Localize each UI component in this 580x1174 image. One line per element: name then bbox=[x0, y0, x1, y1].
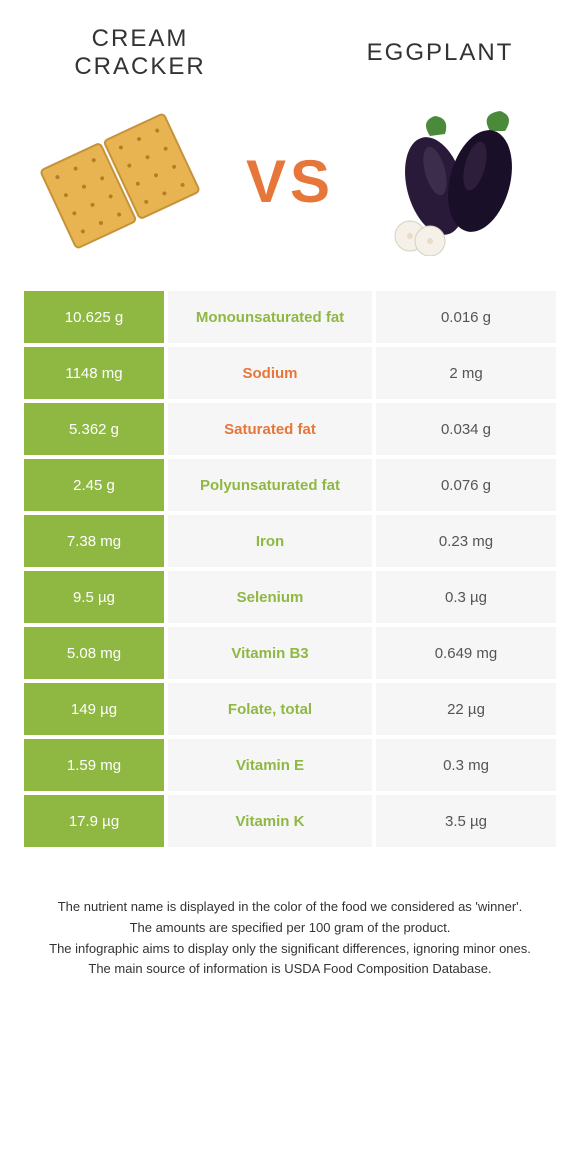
nutrient-name: Monounsaturated fat bbox=[168, 291, 372, 343]
footer-line: The nutrient name is displayed in the co… bbox=[30, 897, 550, 918]
table-row: 7.38 mgIron0.23 mg bbox=[24, 515, 556, 567]
food1-value: 149 µg bbox=[24, 683, 164, 735]
table-row: 10.625 gMonounsaturated fat0.016 g bbox=[24, 291, 556, 343]
food2-value: 0.23 mg bbox=[376, 515, 556, 567]
food2-value: 0.016 g bbox=[376, 291, 556, 343]
food1-value: 5.362 g bbox=[24, 403, 164, 455]
vs-row: VS bbox=[0, 91, 580, 291]
food1-value: 1.59 mg bbox=[24, 739, 164, 791]
food1-value: 2.45 g bbox=[24, 459, 164, 511]
food1-value: 5.08 mg bbox=[24, 627, 164, 679]
nutrient-name: Folate, total bbox=[168, 683, 372, 735]
table-row: 2.45 gPolyunsaturated fat0.076 g bbox=[24, 459, 556, 511]
food2-value: 0.3 mg bbox=[376, 739, 556, 791]
nutrient-name: Saturated fat bbox=[168, 403, 372, 455]
food1-title: CREAM CRACKER bbox=[40, 25, 240, 81]
food2-value: 0.034 g bbox=[376, 403, 556, 455]
table-row: 17.9 µgVitamin K3.5 µg bbox=[24, 795, 556, 847]
nutrient-name: Polyunsaturated fat bbox=[168, 459, 372, 511]
nutrient-name: Sodium bbox=[168, 347, 372, 399]
nutrient-name: Iron bbox=[168, 515, 372, 567]
nutrient-name: Vitamin K bbox=[168, 795, 372, 847]
food2-value: 3.5 µg bbox=[376, 795, 556, 847]
table-row: 5.362 gSaturated fat0.034 g bbox=[24, 403, 556, 455]
footer-line: The main source of information is USDA F… bbox=[30, 959, 550, 980]
food1-value: 1148 mg bbox=[24, 347, 164, 399]
footer-line: The infographic aims to display only the… bbox=[30, 939, 550, 960]
food1-value: 7.38 mg bbox=[24, 515, 164, 567]
footer-line: The amounts are specified per 100 gram o… bbox=[30, 918, 550, 939]
table-row: 5.08 mgVitamin B30.649 mg bbox=[24, 627, 556, 679]
comparison-table: 10.625 gMonounsaturated fat0.016 g1148 m… bbox=[24, 291, 556, 847]
table-row: 1.59 mgVitamin E0.3 mg bbox=[24, 739, 556, 791]
vs-label: VS bbox=[246, 147, 334, 216]
food1-value: 9.5 µg bbox=[24, 571, 164, 623]
table-row: 9.5 µgSelenium0.3 µg bbox=[24, 571, 556, 623]
footer-notes: The nutrient name is displayed in the co… bbox=[30, 897, 550, 980]
nutrient-name: Vitamin B3 bbox=[168, 627, 372, 679]
table-row: 149 µgFolate, total22 µg bbox=[24, 683, 556, 735]
header: CREAM CRACKER EGGPLANT bbox=[0, 0, 580, 91]
food2-image bbox=[380, 101, 540, 261]
nutrient-name: Selenium bbox=[168, 571, 372, 623]
food1-image bbox=[40, 101, 200, 261]
food2-value: 0.3 µg bbox=[376, 571, 556, 623]
food1-value: 10.625 g bbox=[24, 291, 164, 343]
food2-value: 2 mg bbox=[376, 347, 556, 399]
food2-title: EGGPLANT bbox=[340, 39, 540, 67]
food1-value: 17.9 µg bbox=[24, 795, 164, 847]
food2-value: 22 µg bbox=[376, 683, 556, 735]
table-row: 1148 mgSodium2 mg bbox=[24, 347, 556, 399]
nutrient-name: Vitamin E bbox=[168, 739, 372, 791]
food2-value: 0.649 mg bbox=[376, 627, 556, 679]
food2-value: 0.076 g bbox=[376, 459, 556, 511]
